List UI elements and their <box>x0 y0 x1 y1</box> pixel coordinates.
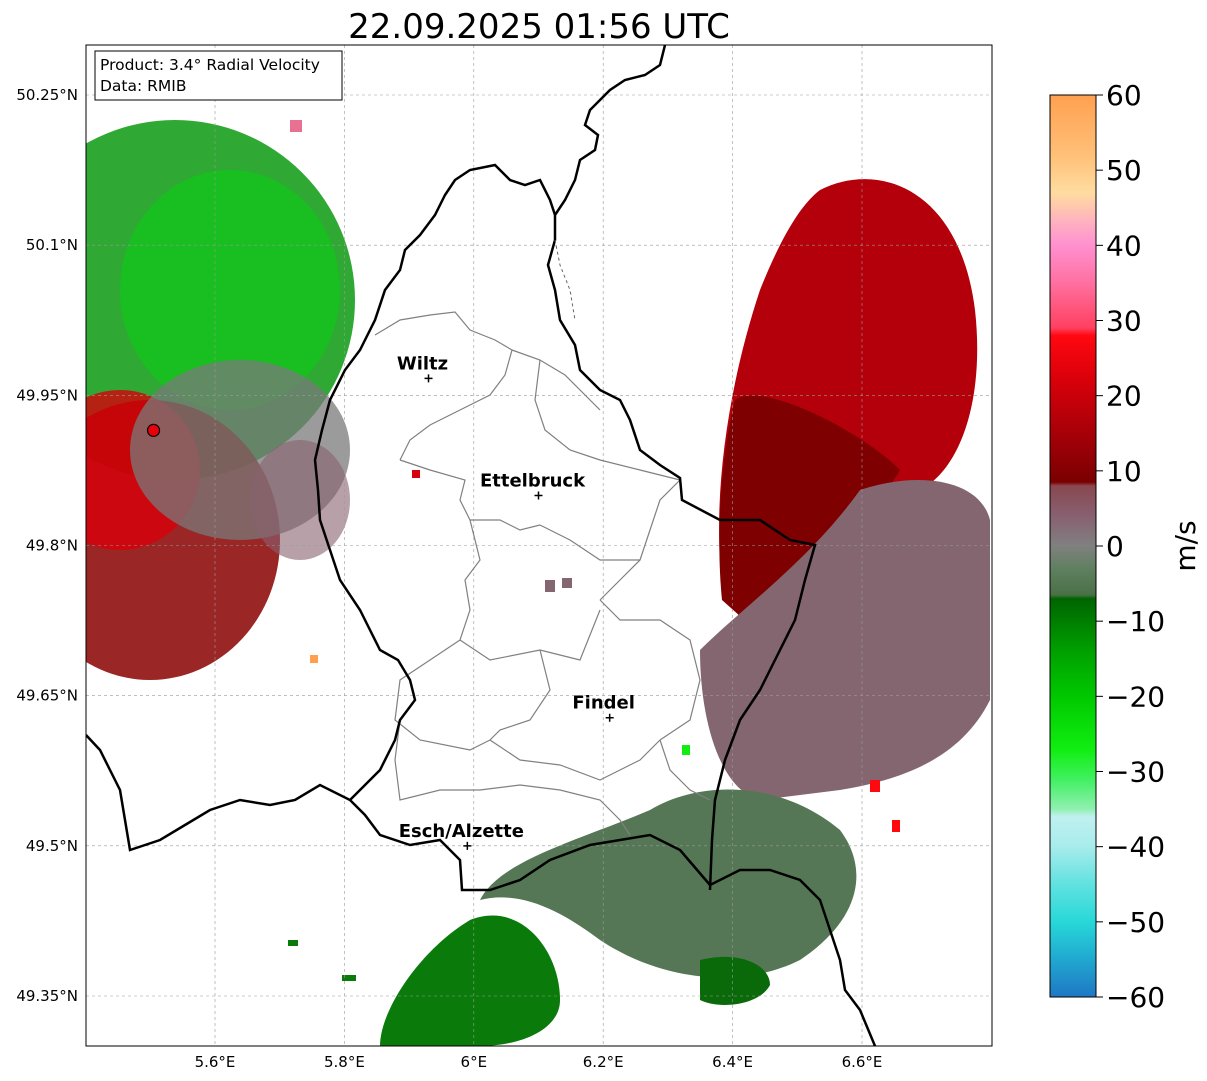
district-boundary-esch <box>394 719 631 836</box>
colorbar-tick-label: 50 <box>1106 154 1142 187</box>
info-box: Product: 3.4° Radial Velocity Data: RMIB <box>94 50 343 101</box>
lon-tick-label: 5.6°E <box>195 1053 236 1071</box>
echo-speckle <box>342 975 356 981</box>
colorbar-tick-label: 40 <box>1106 229 1142 262</box>
info-box-frame <box>94 50 343 101</box>
echo-speckle <box>562 578 572 588</box>
city-cross-icon <box>605 713 614 722</box>
radar-site-dot <box>146 423 161 437</box>
lat-tick-label: 49.95°N <box>16 386 78 404</box>
info-data-source: Data: RMIB <box>100 77 187 95</box>
lon-tick-label: 5.8°E <box>324 1053 365 1071</box>
colorbar-tick-label: 0 <box>1106 530 1124 563</box>
echo-speckle <box>290 120 302 132</box>
echo-speckle <box>682 745 690 755</box>
city-markers: Wiltz Ettelbruck Findel Esch/Alzette <box>397 353 635 850</box>
map-title: 22.09.2025 01:56 UTC <box>348 7 730 47</box>
district-boundary-vianden <box>599 479 681 601</box>
colorbar-tick-label: −40 <box>1106 831 1165 864</box>
colorbar-tick-label: −30 <box>1106 756 1165 789</box>
border-lux-belgium-west <box>313 163 557 801</box>
city-marker: Findel <box>572 693 635 722</box>
city-cross-icon <box>463 841 472 850</box>
echo-speckle <box>892 820 900 832</box>
info-product: Product: 3.4° Radial Velocity <box>100 56 320 74</box>
district-boundary-remich <box>659 739 711 801</box>
colorbar-tick-label: −10 <box>1106 605 1165 638</box>
lat-tick-label: 49.8°N <box>26 537 78 555</box>
map-frame <box>85 44 993 1047</box>
lat-tick-label: 50.1°N <box>26 236 78 254</box>
map-gridlines <box>86 45 992 1046</box>
border-germany-south <box>709 868 877 1046</box>
lat-tick-label: 49.5°N <box>26 837 78 855</box>
city-label: Ettelbruck <box>480 470 586 491</box>
echo-south-inbound-weak <box>480 789 857 978</box>
lon-tick-label: 6°E <box>461 1053 488 1071</box>
echo-east-outbound-dark <box>719 395 900 625</box>
latitude-axis: 50.25°N 50.1°N 49.95°N 49.8°N 49.65°N 49.5°N 4… <box>16 86 78 1005</box>
city-cross-icon <box>534 491 543 500</box>
echo-near-radar-inbound-light <box>120 170 340 410</box>
echo-south-inbound-strong <box>380 915 560 1046</box>
city-marker: Esch/Alzette <box>399 821 524 850</box>
echo-speckle <box>412 470 420 478</box>
colorbar-tick-label: 30 <box>1106 305 1142 338</box>
lat-tick-label: 49.65°N <box>16 687 78 705</box>
colorbar-tick-label: 60 <box>1106 79 1142 112</box>
echo-speckle <box>288 940 298 946</box>
colorbar-ticks: 60 50 40 30 20 10 0 −10 −20 −30 −40 −50 −60 <box>1096 79 1165 1014</box>
lat-tick-label: 49.35°N <box>16 987 78 1005</box>
radar-site-marker <box>146 423 161 437</box>
colorbar-gradient <box>1049 94 1097 998</box>
city-label: Esch/Alzette <box>399 821 524 842</box>
echo-near-radar-mixed <box>250 440 350 560</box>
city-label: Wiltz <box>397 353 448 374</box>
lon-tick-label: 6.6°E <box>842 1053 883 1071</box>
city-marker: Ettelbruck <box>480 470 586 500</box>
colorbar-tick-label: −60 <box>1106 981 1165 1014</box>
district-boundaries <box>374 311 711 836</box>
city-marker: Wiltz <box>397 353 448 383</box>
colorbar-tick-label: −50 <box>1106 906 1165 939</box>
colorbar-tick-label: −20 <box>1106 680 1165 713</box>
colorbar: 60 50 40 30 20 10 0 −10 −20 −30 −40 −50 −60 m/s <box>1049 79 1202 1014</box>
national-borders <box>86 45 877 1046</box>
district-boundary-diekirch <box>534 359 681 481</box>
radar-echo-layer <box>86 120 990 1046</box>
district-boundary-center-west <box>399 459 541 531</box>
longitude-axis: 5.6°E 5.8°E 6°E 6.2°E 6.4°E 6.6°E <box>195 1053 883 1071</box>
echo-east-neutral <box>700 480 990 800</box>
colorbar-unit: m/s <box>1169 520 1202 571</box>
district-boundary-mersch <box>539 524 640 561</box>
lon-tick-label: 6.2°E <box>583 1053 624 1071</box>
echo-speckle <box>545 580 555 592</box>
district-boundary-capellen <box>394 639 491 751</box>
border-lux-belgium-north <box>546 45 817 891</box>
district-boundary-findel <box>489 649 661 781</box>
border-france <box>86 734 711 892</box>
echo-south-inbound-strong-2 <box>700 956 770 1005</box>
colorbar-tick-label: 10 <box>1106 455 1142 488</box>
city-cross-icon <box>424 374 433 383</box>
district-boundary-luxembourg <box>599 599 701 741</box>
city-label: Findel <box>572 693 635 714</box>
echo-speckle <box>870 780 880 792</box>
colorbar-tick-label: 20 <box>1106 380 1142 413</box>
border-dashed-be-de <box>554 239 576 321</box>
lat-tick-label: 50.25°N <box>16 86 78 104</box>
lon-tick-label: 6.4°E <box>712 1053 753 1071</box>
echo-speckle <box>310 655 318 663</box>
district-boundary-clervaux <box>511 349 601 411</box>
